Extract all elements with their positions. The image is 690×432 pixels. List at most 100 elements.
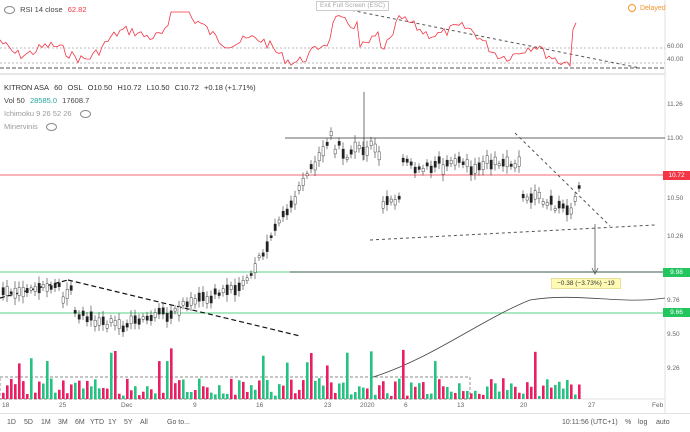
volume-legend: Vol 50 28585.0 17608.7 xyxy=(4,96,92,105)
candle-body xyxy=(397,195,401,200)
rsi-trendline xyxy=(339,7,641,69)
volume-bar xyxy=(574,394,577,399)
visibility-icon[interactable] xyxy=(4,6,15,15)
volume-bar xyxy=(434,361,437,399)
range-6m[interactable]: 6M xyxy=(75,419,85,426)
volume-bar xyxy=(318,378,321,399)
candle-body xyxy=(117,319,121,329)
candle-body xyxy=(201,292,205,301)
range-5y[interactable]: 5Y xyxy=(124,419,133,426)
volume-bar xyxy=(402,349,405,399)
range-ytd[interactable]: YTD xyxy=(90,419,104,426)
goto-button[interactable]: Go to... xyxy=(167,419,190,426)
volume-bar xyxy=(398,378,401,399)
range-1y[interactable]: 1Y xyxy=(108,419,117,426)
last-price-tag: 10.72 xyxy=(663,171,690,180)
change: +0.18 (+1.71%) xyxy=(203,83,256,92)
volume-bar xyxy=(390,395,393,399)
volume-bar xyxy=(370,351,373,399)
candle-body xyxy=(365,146,369,156)
volume-bar xyxy=(530,386,533,399)
auto-toggle[interactable]: auto xyxy=(656,419,670,426)
clock-time[interactable]: 10:11:56 (UTC+1) xyxy=(562,419,618,426)
range-1d[interactable]: 1D xyxy=(7,419,16,426)
volume-bar xyxy=(282,385,285,399)
candle-body xyxy=(461,161,465,165)
volume-bar xyxy=(494,383,497,399)
candle-body xyxy=(277,219,281,224)
volume-bar xyxy=(326,365,329,399)
candle-body xyxy=(369,140,373,146)
volume-bar xyxy=(58,389,61,399)
measure-arrow-head xyxy=(591,267,599,275)
range-all[interactable]: All xyxy=(140,419,148,426)
candle-body xyxy=(257,255,261,259)
volume-bar xyxy=(214,394,217,399)
hidden-eye-icon[interactable] xyxy=(45,123,57,132)
symbol-name[interactable]: KITRON ASA xyxy=(4,83,50,92)
volume-bar xyxy=(218,385,221,399)
hidden-eye-icon[interactable] xyxy=(79,110,91,119)
price-tick: 9.76 xyxy=(667,297,680,304)
time-tick: 20 xyxy=(520,402,528,409)
candle-body xyxy=(465,159,469,167)
candle-body xyxy=(113,320,117,326)
candle-body xyxy=(393,199,397,206)
volume-bar xyxy=(122,395,125,399)
volume-bar xyxy=(554,384,557,399)
level-tag-998: 9.98 xyxy=(663,268,690,277)
candle-body xyxy=(81,310,85,316)
volume-bar xyxy=(446,386,449,399)
vol-label: Vol 50 xyxy=(4,96,25,105)
rsi-legend: RSI 14 close 62.82 xyxy=(4,5,90,15)
volume-bar xyxy=(406,395,409,399)
candle-body xyxy=(189,297,193,306)
candle-body xyxy=(313,161,317,171)
volume-bar xyxy=(22,381,25,399)
candle-body xyxy=(285,208,289,216)
volume-bar xyxy=(190,391,193,399)
candle-body xyxy=(413,166,417,174)
candle-body xyxy=(193,298,197,305)
delayed-badge[interactable]: Delayed xyxy=(628,4,666,12)
candle-body xyxy=(509,163,513,167)
candle-body xyxy=(225,284,229,295)
candle-body xyxy=(289,200,293,208)
volume-bar xyxy=(294,393,297,399)
volume-bar xyxy=(366,388,369,399)
volume-bar xyxy=(510,383,513,399)
volume-bar xyxy=(238,380,241,399)
volume-bar xyxy=(454,392,457,399)
candle-body xyxy=(205,296,209,304)
log-toggle[interactable]: log xyxy=(638,419,648,426)
candle-body xyxy=(533,190,537,200)
measure-label: −0.38 (−3.73%) −19 xyxy=(551,278,621,289)
range-3m[interactable]: 3M xyxy=(58,419,68,426)
volume-bar xyxy=(342,382,345,399)
candle-body xyxy=(253,263,257,273)
range-1m[interactable]: 1M xyxy=(41,419,51,426)
volume-bar xyxy=(558,381,561,399)
volume-bar xyxy=(46,361,49,399)
percent-toggle[interactable]: % xyxy=(625,419,632,426)
candle-body xyxy=(13,287,17,299)
candle-body xyxy=(553,208,557,211)
candle-body xyxy=(169,310,173,319)
range-5d[interactable]: 5D xyxy=(24,419,33,426)
candle-body xyxy=(133,315,137,324)
candle-body xyxy=(489,159,493,170)
candle-body xyxy=(457,156,461,163)
volume-bar xyxy=(274,395,277,399)
candle-body xyxy=(281,210,285,218)
volume-bar xyxy=(462,391,465,399)
volume-bar xyxy=(146,386,149,399)
volume-bar xyxy=(302,380,305,399)
price-tick: 9.26 xyxy=(667,365,680,372)
volume-bar xyxy=(482,394,485,399)
volume-bar xyxy=(14,384,17,399)
candle-body xyxy=(209,295,213,304)
volume-bar xyxy=(418,383,421,399)
volume-bar xyxy=(514,386,517,399)
candle-body xyxy=(373,143,377,153)
